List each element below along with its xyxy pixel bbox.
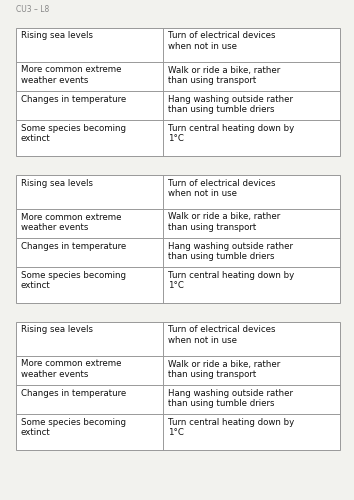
Text: Changes in temperature: Changes in temperature <box>21 242 126 250</box>
Text: Some species becoming
extinct: Some species becoming extinct <box>21 124 126 144</box>
Text: Hang washing outside rather
than using tumble driers: Hang washing outside rather than using t… <box>168 94 293 114</box>
Text: Rising sea levels: Rising sea levels <box>21 326 93 334</box>
Text: Hang washing outside rather
than using tumble driers: Hang washing outside rather than using t… <box>168 242 293 262</box>
Text: Turn central heating down by
1°C: Turn central heating down by 1°C <box>168 418 295 437</box>
Text: Walk or ride a bike, rather
than using transport: Walk or ride a bike, rather than using t… <box>168 212 280 232</box>
Text: More common extreme
weather events: More common extreme weather events <box>21 66 121 85</box>
Text: CU3 – L8: CU3 – L8 <box>16 5 49 14</box>
Bar <box>16 174 340 302</box>
Text: Turn of electrical devices
when not in use: Turn of electrical devices when not in u… <box>168 326 276 345</box>
Text: Rising sea levels: Rising sea levels <box>21 178 93 188</box>
Text: More common extreme
weather events: More common extreme weather events <box>21 212 121 232</box>
Text: Turn central heating down by
1°C: Turn central heating down by 1°C <box>168 270 295 290</box>
Text: Changes in temperature: Changes in temperature <box>21 388 126 398</box>
Text: Hang washing outside rather
than using tumble driers: Hang washing outside rather than using t… <box>168 388 293 408</box>
Bar <box>16 322 340 450</box>
Text: Rising sea levels: Rising sea levels <box>21 32 93 40</box>
Text: Some species becoming
extinct: Some species becoming extinct <box>21 418 126 437</box>
Text: Turn central heating down by
1°C: Turn central heating down by 1°C <box>168 124 295 144</box>
Text: Turn of electrical devices
when not in use: Turn of electrical devices when not in u… <box>168 178 276 199</box>
Bar <box>16 28 340 156</box>
Text: More common extreme
weather events: More common extreme weather events <box>21 360 121 380</box>
Text: Changes in temperature: Changes in temperature <box>21 94 126 104</box>
Text: Walk or ride a bike, rather
than using transport: Walk or ride a bike, rather than using t… <box>168 66 280 85</box>
Text: Turn of electrical devices
when not in use: Turn of electrical devices when not in u… <box>168 32 276 52</box>
Text: Walk or ride a bike, rather
than using transport: Walk or ride a bike, rather than using t… <box>168 360 280 380</box>
Text: Some species becoming
extinct: Some species becoming extinct <box>21 270 126 290</box>
